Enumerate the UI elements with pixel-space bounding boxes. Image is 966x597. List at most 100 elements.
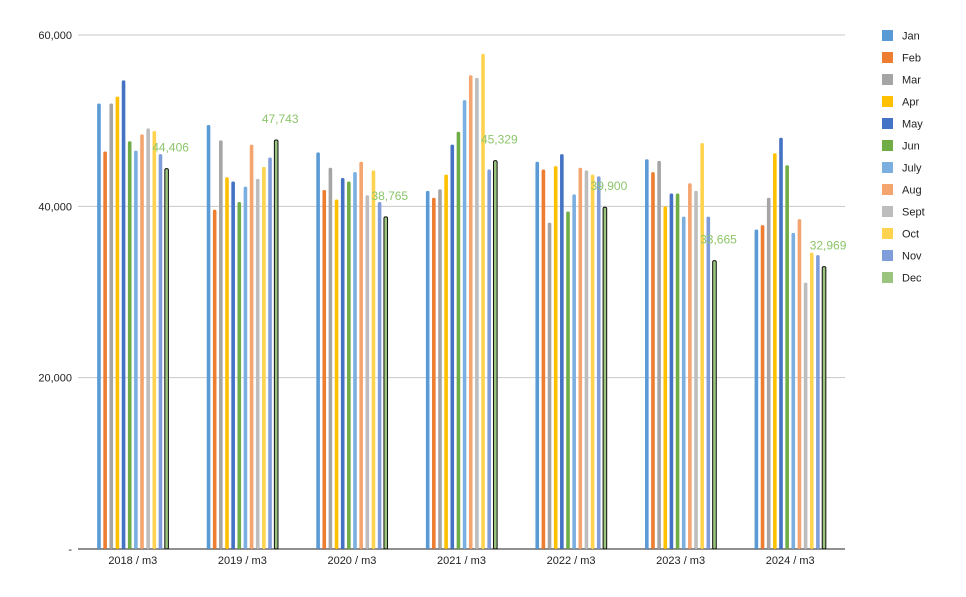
bar-jun-1 bbox=[237, 202, 242, 550]
bar-aug-3 bbox=[468, 75, 473, 549]
legend-swatch-nov bbox=[882, 250, 893, 261]
bar-july-0 bbox=[134, 150, 138, 549]
bar-july-3 bbox=[462, 100, 467, 550]
bar-oct-5 bbox=[700, 142, 704, 549]
bar-apr-6 bbox=[773, 153, 777, 549]
y-tick-label: 20,000 bbox=[38, 373, 72, 385]
bar-may-3 bbox=[450, 144, 455, 549]
data-label: 45,329 bbox=[481, 133, 518, 147]
data-label: 33,665 bbox=[700, 233, 737, 247]
bar-jun-4 bbox=[566, 211, 570, 549]
bar-may-4 bbox=[560, 154, 564, 549]
legend-label-may: May bbox=[902, 119, 923, 131]
bar-feb-1 bbox=[212, 209, 217, 549]
bar-aug-0 bbox=[140, 134, 144, 549]
data-label: 44,406 bbox=[152, 141, 189, 155]
legend-swatch-oct bbox=[882, 228, 893, 239]
bar-dec-6 bbox=[821, 266, 827, 550]
bar-july-4 bbox=[572, 194, 576, 549]
bar-aug-2 bbox=[359, 161, 363, 550]
data-label: 39,900 bbox=[591, 179, 628, 193]
data-label: 47,743 bbox=[262, 112, 299, 126]
bar-nov-6 bbox=[816, 255, 820, 549]
bar-aug-5 bbox=[688, 183, 692, 549]
bar-nov-3 bbox=[487, 169, 491, 549]
x-tick-label: 2020 / m3 bbox=[327, 555, 376, 567]
bar-jun-6 bbox=[785, 165, 789, 549]
bar-jan-4 bbox=[535, 161, 540, 550]
legend-label-jan: Jan bbox=[902, 31, 920, 43]
legend-swatch-jan bbox=[882, 30, 893, 41]
bar-jan-1 bbox=[206, 124, 211, 549]
bar-apr-3 bbox=[444, 174, 448, 549]
bar-july-5 bbox=[681, 216, 686, 550]
legend-label-mar: Mar bbox=[902, 75, 921, 87]
bar-dec-5 bbox=[712, 260, 717, 550]
y-tick-label: - bbox=[68, 544, 72, 556]
bar-nov-4 bbox=[596, 176, 601, 549]
bar-oct-3 bbox=[481, 53, 485, 549]
legend-label-sept: Sept bbox=[902, 207, 925, 219]
x-tick-label: 2022 / m3 bbox=[547, 555, 596, 567]
bar-feb-2 bbox=[322, 190, 327, 549]
legend-label-apr: Apr bbox=[902, 97, 919, 109]
bar-feb-5 bbox=[651, 172, 655, 549]
bar-may-6 bbox=[779, 137, 783, 550]
bar-sept-2 bbox=[365, 195, 370, 549]
bar-jun-5 bbox=[675, 193, 680, 550]
bar-may-1 bbox=[231, 181, 235, 550]
bar-may-0 bbox=[121, 80, 126, 550]
bar-jan-6 bbox=[754, 229, 759, 549]
bar-jun-3 bbox=[456, 131, 461, 550]
bar-sept-1 bbox=[255, 178, 260, 550]
data-label: 32,969 bbox=[810, 239, 847, 253]
bar-feb-3 bbox=[432, 197, 436, 549]
bar-jan-5 bbox=[645, 159, 649, 549]
legend-swatch-feb bbox=[882, 52, 893, 63]
bar-sept-5 bbox=[694, 190, 698, 549]
legend-label-july: July bbox=[902, 163, 922, 175]
legend-label-jun: Jun bbox=[902, 141, 920, 153]
bar-oct-4 bbox=[590, 174, 595, 549]
bar-mar-6 bbox=[766, 197, 771, 549]
bar-jan-2 bbox=[316, 152, 320, 550]
bar-nov-5 bbox=[706, 216, 711, 550]
y-tick-label: 60,000 bbox=[38, 30, 72, 42]
bar-aug-1 bbox=[249, 144, 254, 549]
legend-label-aug: Aug bbox=[902, 185, 922, 197]
legend-label-oct: Oct bbox=[902, 229, 919, 241]
legend-swatch-aug bbox=[882, 184, 893, 195]
bar-oct-0 bbox=[152, 130, 157, 549]
legend-swatch-mar bbox=[882, 74, 893, 85]
legend-swatch-july bbox=[882, 162, 893, 173]
legend-swatch-dec bbox=[882, 272, 893, 283]
legend-label-nov: Nov bbox=[902, 251, 922, 263]
x-tick-label: 2018 / m3 bbox=[108, 555, 157, 567]
legend-label-feb: Feb bbox=[902, 53, 921, 65]
bar-apr-4 bbox=[553, 166, 558, 549]
bar-jan-0 bbox=[97, 103, 101, 549]
bar-nov-1 bbox=[268, 157, 272, 549]
bar-aug-6 bbox=[797, 219, 802, 549]
x-tick-label: 2024 / m3 bbox=[766, 555, 815, 567]
legend: Jan Feb Mar Apr May Jun July Aug Sept Oct Nov Dec bbox=[882, 30, 925, 285]
legend-swatch-apr bbox=[882, 96, 893, 107]
bar-feb-6 bbox=[760, 225, 765, 549]
legend-swatch-may bbox=[882, 118, 893, 129]
bar-dec-4 bbox=[602, 206, 608, 550]
bar-mar-1 bbox=[219, 140, 223, 549]
bar-may-5 bbox=[669, 193, 674, 550]
bar-feb-0 bbox=[103, 151, 107, 549]
bar-dec-0 bbox=[164, 168, 169, 550]
bar-mar-5 bbox=[657, 160, 661, 549]
bar-mar-0 bbox=[109, 103, 114, 549]
bar-apr-1 bbox=[225, 177, 229, 549]
bar-may-2 bbox=[340, 178, 345, 549]
legend-label-dec: Dec bbox=[902, 273, 922, 285]
bar-sept-0 bbox=[146, 128, 150, 549]
bar-july-1 bbox=[243, 186, 248, 549]
bar-apr-5 bbox=[663, 206, 668, 549]
bar-sept-6 bbox=[803, 282, 808, 549]
bar-mar-2 bbox=[328, 167, 333, 549]
bar-july-6 bbox=[791, 232, 796, 549]
